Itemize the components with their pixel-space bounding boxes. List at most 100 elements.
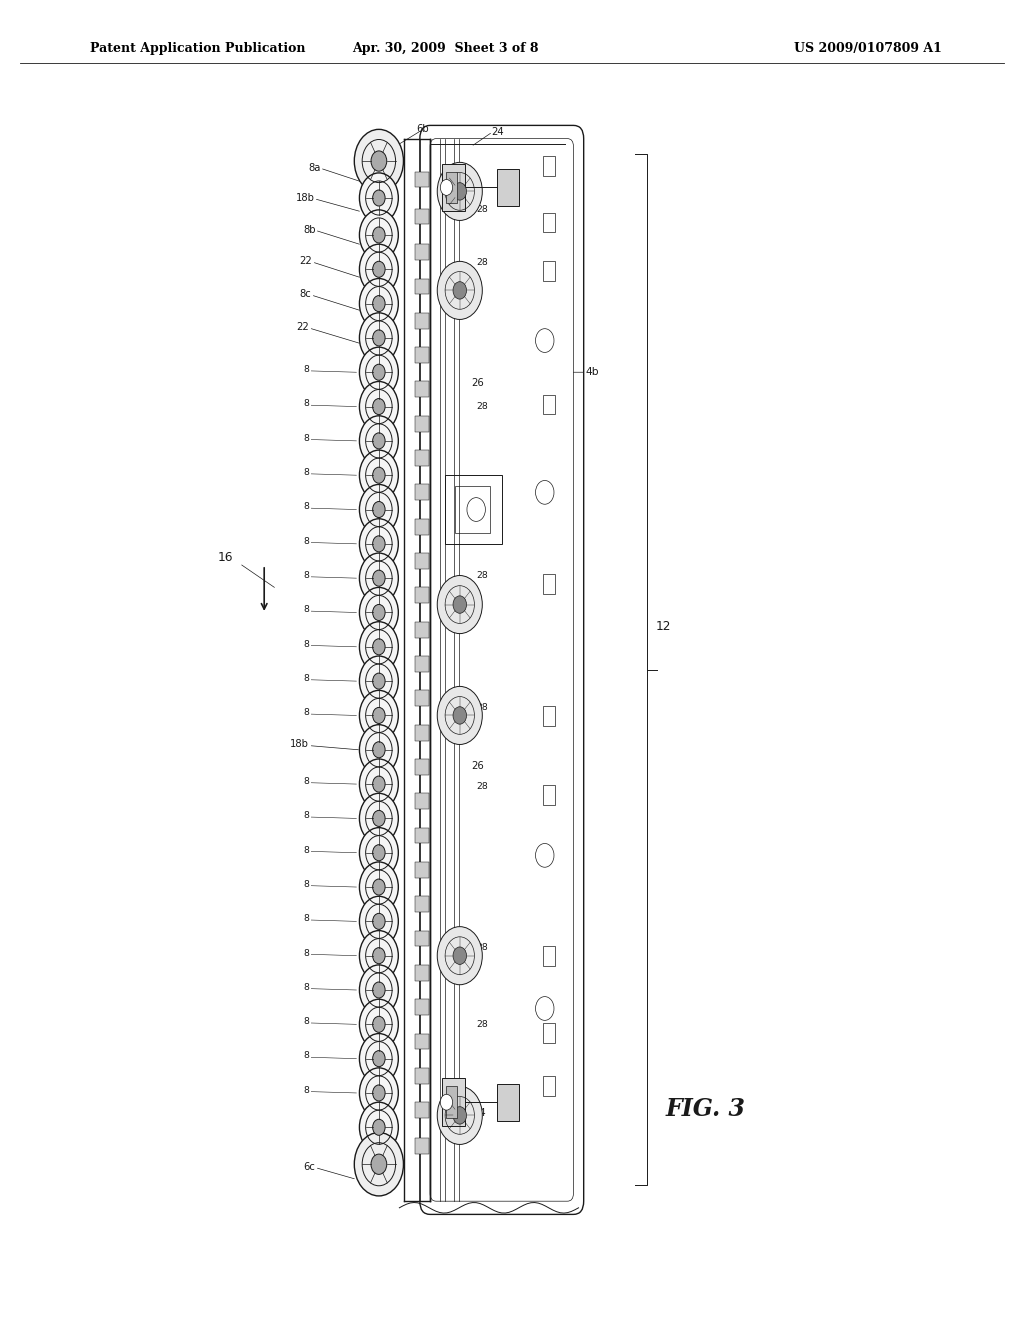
Text: US 2009/0107809 A1: US 2009/0107809 A1 (795, 42, 942, 55)
Circle shape (453, 1106, 467, 1125)
Text: 8c: 8c (300, 289, 311, 300)
Text: 24: 24 (473, 1107, 485, 1118)
Bar (416, 759, 429, 775)
Text: 8: 8 (303, 366, 309, 374)
Text: 28: 28 (476, 704, 487, 711)
Bar (416, 381, 429, 397)
Circle shape (373, 190, 385, 206)
Bar (416, 313, 429, 329)
Circle shape (373, 673, 385, 689)
Text: 8: 8 (303, 915, 309, 923)
Text: 16: 16 (218, 550, 233, 564)
Text: 26: 26 (471, 378, 483, 388)
Bar (455, 486, 490, 533)
Text: 6b: 6b (417, 124, 429, 135)
Circle shape (359, 484, 398, 535)
Circle shape (359, 519, 398, 569)
Circle shape (359, 759, 398, 809)
Text: 26: 26 (471, 760, 483, 771)
Circle shape (440, 1094, 453, 1110)
Bar (416, 587, 429, 603)
Text: 8: 8 (303, 606, 309, 614)
Circle shape (437, 927, 482, 985)
Circle shape (359, 210, 398, 260)
Text: 8: 8 (303, 949, 309, 957)
Circle shape (437, 162, 482, 220)
Circle shape (359, 450, 398, 500)
Bar (416, 999, 429, 1015)
Circle shape (371, 1154, 387, 1175)
Circle shape (373, 1085, 385, 1101)
Bar (416, 347, 429, 363)
Bar (416, 484, 429, 500)
Text: 18b: 18b (296, 193, 314, 203)
Circle shape (359, 244, 398, 294)
Text: 6c: 6c (303, 1162, 315, 1172)
Circle shape (373, 879, 385, 895)
Bar (543, 1076, 555, 1096)
Bar (442, 164, 465, 211)
Circle shape (373, 605, 385, 620)
Circle shape (373, 502, 385, 517)
Text: 8: 8 (303, 469, 309, 477)
Circle shape (359, 381, 398, 432)
Bar (416, 553, 429, 569)
Circle shape (373, 570, 385, 586)
Text: 8: 8 (303, 572, 309, 579)
Circle shape (371, 150, 387, 172)
Circle shape (359, 313, 398, 363)
Text: 28: 28 (476, 259, 487, 267)
Text: Patent Application Publication: Patent Application Publication (90, 42, 305, 55)
Circle shape (437, 1086, 482, 1144)
Bar (543, 395, 555, 414)
Text: 28: 28 (476, 1020, 487, 1028)
Circle shape (359, 793, 398, 843)
Circle shape (359, 347, 398, 397)
Bar (497, 169, 519, 206)
Text: 8: 8 (303, 812, 309, 820)
Text: 28: 28 (476, 944, 487, 952)
Bar (416, 519, 429, 535)
Circle shape (373, 1051, 385, 1067)
Bar (416, 1102, 429, 1118)
Bar (416, 244, 429, 260)
Circle shape (373, 639, 385, 655)
Bar (416, 725, 429, 741)
Circle shape (453, 182, 467, 201)
Text: 24: 24 (492, 127, 504, 137)
Circle shape (373, 776, 385, 792)
Bar (543, 574, 555, 594)
Circle shape (453, 281, 467, 300)
Circle shape (437, 261, 482, 319)
Text: 8: 8 (303, 537, 309, 545)
Text: 8: 8 (303, 1018, 309, 1026)
Circle shape (373, 845, 385, 861)
Circle shape (359, 965, 398, 1015)
Bar (543, 706, 555, 726)
Circle shape (373, 913, 385, 929)
Text: 8: 8 (303, 503, 309, 511)
Text: 8: 8 (303, 675, 309, 682)
Circle shape (453, 706, 467, 725)
Bar (416, 450, 429, 466)
Circle shape (359, 931, 398, 981)
Circle shape (453, 946, 467, 965)
Text: 28: 28 (476, 206, 487, 214)
Text: 8a: 8a (308, 162, 321, 173)
Text: 28: 28 (476, 572, 487, 579)
Circle shape (359, 416, 398, 466)
Circle shape (373, 227, 385, 243)
Text: 8: 8 (303, 777, 309, 785)
Text: 8b: 8b (303, 224, 315, 235)
Circle shape (359, 725, 398, 775)
Bar (416, 965, 429, 981)
Text: 8: 8 (303, 1052, 309, 1060)
Bar (416, 1068, 429, 1084)
Circle shape (359, 896, 398, 946)
Bar (416, 896, 429, 912)
Circle shape (354, 1133, 403, 1196)
Bar (416, 793, 429, 809)
Bar (497, 1084, 519, 1121)
Bar (543, 156, 555, 176)
Circle shape (359, 862, 398, 912)
